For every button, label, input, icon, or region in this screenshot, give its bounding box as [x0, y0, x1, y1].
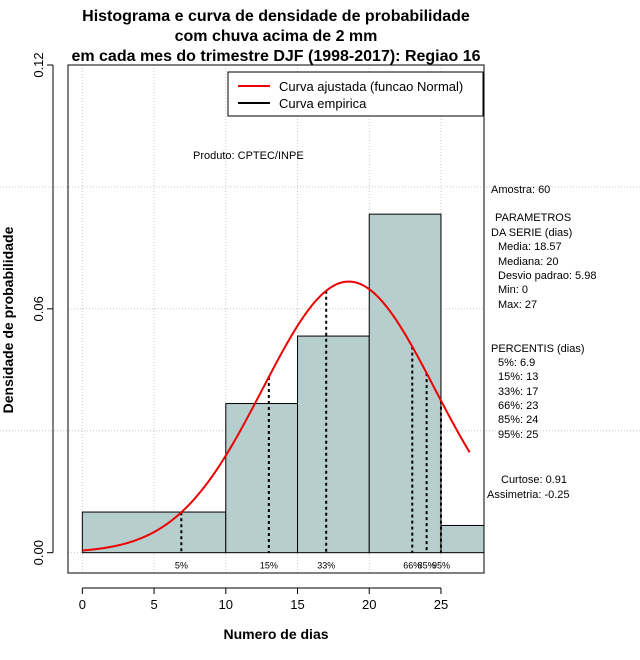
- percentile-label-1: 15%: [260, 561, 278, 571]
- stat-p5: 5%: 6.9: [498, 357, 535, 369]
- histogram-bar-0: [81, 511, 227, 554]
- x-tick-label-4: 20: [362, 597, 376, 612]
- x-tick-label-3: 15: [290, 597, 304, 612]
- y-tick-label-1: 0.06: [31, 296, 46, 321]
- y-tick-label-2: 0.12: [31, 52, 46, 77]
- stat-mediana: Mediana: 20: [498, 256, 559, 268]
- x-tick-label-1: 5: [150, 597, 157, 612]
- stat-min: Min: 0: [498, 284, 528, 296]
- percentile-label-2: 33%: [317, 561, 335, 571]
- stat-p15: 15%: 13: [498, 371, 538, 383]
- chart-title-line-1: Histograma e curva de densidade de proba…: [82, 8, 470, 25]
- stat-max: Max: 27: [498, 299, 537, 311]
- x-axis-label: Numero de dias: [223, 626, 328, 642]
- histogram-bar-2: [297, 335, 370, 554]
- legend: Curva ajustada (funcao Normal) Curva emp…: [227, 71, 484, 117]
- chart-title-line-2: com chuva acima de 2 mm: [175, 28, 378, 45]
- stat-parametros-heading: PARAMETROS: [495, 212, 571, 224]
- stat-p66: 66%: 23: [498, 400, 538, 412]
- product-label: Produto: CPTEC/INPE: [193, 150, 304, 162]
- stat-p33: 33%: 17: [498, 386, 538, 398]
- plot-frame: [67, 64, 485, 574]
- histogram-bar-4: [440, 524, 485, 554]
- stats-panel: Amostra: 60 PARAMETROS DA SERIE (dias) M…: [487, 184, 596, 501]
- y-tick-label-0: 0.00: [31, 540, 46, 565]
- percentile-label-5: 95%: [432, 561, 450, 571]
- histogram-bar-3: [368, 213, 442, 554]
- stat-p95: 95%: 25: [498, 429, 538, 441]
- stat-assimetria: Assimetria: -0.25: [487, 489, 570, 501]
- percentile-label-3: 66%: [403, 561, 421, 571]
- stat-percentis-heading: PERCENTIS (dias): [491, 343, 585, 355]
- histogram-bar-1: [225, 403, 299, 554]
- percentile-lines: 5% 15% 33% 66%85%95%: [175, 290, 450, 571]
- x-tick-label-0: 0: [79, 597, 86, 612]
- legend-label-normal: Curva ajustada (funcao Normal): [279, 79, 463, 94]
- axes: 0 5 10 15 20 25 0.00 0.06 0.12: [31, 52, 448, 612]
- stat-serie-heading: DA SERIE (dias): [491, 227, 572, 239]
- histogram-bars: [81, 213, 485, 554]
- legend-box: [227, 71, 484, 117]
- percentile-label-0: 5%: [175, 561, 188, 571]
- stat-desvio: Desvio padrao: 5.98: [498, 270, 596, 282]
- stat-curtose: Curtose: 0.91: [501, 474, 567, 486]
- percentile-label-4: 85%: [418, 561, 436, 571]
- stat-amostra: Amostra: 60: [491, 184, 550, 196]
- x-tick-label-2: 10: [219, 597, 233, 612]
- legend-label-empirical: Curva empirica: [279, 96, 367, 111]
- y-axis-label: Densidade de probabilidade: [0, 226, 16, 413]
- normal-curve: [82, 280, 471, 552]
- stat-media: Media: 18.57: [498, 241, 562, 253]
- chart-title-line-3: em cada mes do trimestre DJF (1998-2017)…: [71, 48, 480, 65]
- stat-p85: 85%: 24: [498, 414, 538, 426]
- x-tick-label-5: 25: [434, 597, 448, 612]
